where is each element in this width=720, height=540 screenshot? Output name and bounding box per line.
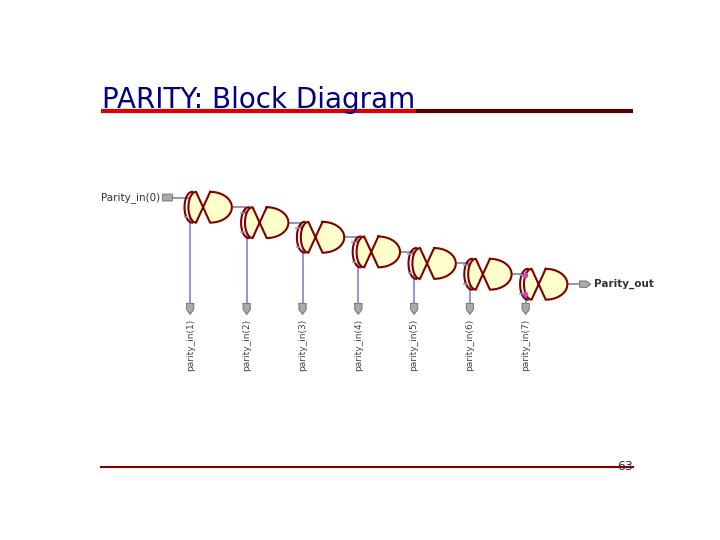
Polygon shape [467,303,473,314]
Polygon shape [522,303,529,314]
FancyBboxPatch shape [163,194,173,201]
Polygon shape [413,248,456,279]
Polygon shape [524,269,567,300]
Polygon shape [245,207,289,238]
Text: parity_in(5): parity_in(5) [410,319,418,371]
Text: PARITY: Block Diagram: PARITY: Block Diagram [102,86,415,114]
Polygon shape [299,303,306,314]
Text: parity_in(4): parity_in(4) [354,319,363,371]
Polygon shape [580,281,590,287]
Polygon shape [356,237,400,267]
Polygon shape [189,192,232,222]
Text: parity_in(6): parity_in(6) [465,319,474,371]
Polygon shape [468,259,512,289]
Polygon shape [301,222,344,253]
Text: parity_in(1): parity_in(1) [186,319,194,371]
Text: 63: 63 [617,460,632,473]
Polygon shape [243,303,250,314]
Text: Parity_out: Parity_out [594,279,654,289]
Text: parity_in(3): parity_in(3) [298,319,307,371]
Text: Parity_in(0): Parity_in(0) [102,192,161,203]
Polygon shape [410,303,418,314]
Polygon shape [355,303,361,314]
Polygon shape [186,303,194,314]
Text: parity_in(2): parity_in(2) [242,319,251,371]
Text: parity_in(7): parity_in(7) [521,319,530,371]
